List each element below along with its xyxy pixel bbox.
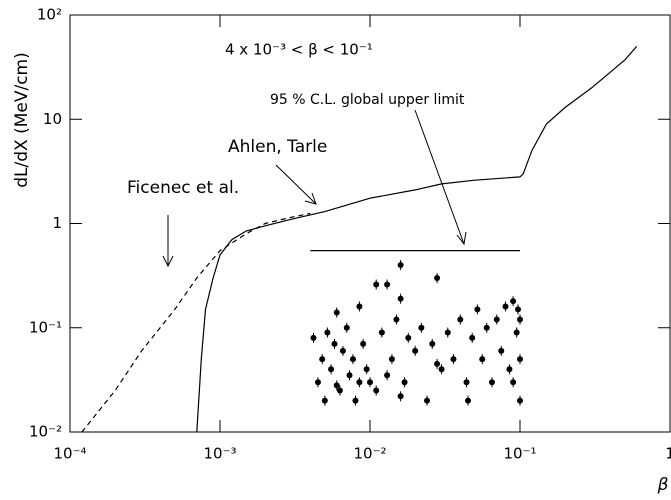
arrowhead: [456, 231, 467, 246]
data-point: [444, 329, 451, 336]
data-point: [412, 347, 419, 354]
data-point: [384, 372, 391, 379]
range-annotation: 4 x 10⁻³ < β < 10⁻¹: [225, 41, 373, 59]
data-point: [310, 334, 317, 341]
x-tick-label: 10⁻³: [203, 445, 236, 463]
data-point: [429, 340, 436, 347]
limit-annotation: 95 % C.L. global upper limit: [270, 92, 465, 108]
y-tick-label: 10⁻¹: [29, 318, 62, 336]
data-point: [498, 347, 505, 354]
data-point: [373, 281, 380, 288]
data-point: [367, 379, 373, 386]
arrowhead: [162, 255, 174, 268]
x-axis-label: β: [657, 475, 669, 495]
ahlen-annotation: Ahlen, Tarle: [228, 137, 327, 157]
data-point: [513, 329, 520, 336]
data-point: [373, 387, 380, 394]
data-point: [324, 329, 331, 336]
curve: [196, 46, 638, 433]
data-point: [424, 397, 431, 404]
data-point: [346, 372, 353, 379]
data-point: [397, 393, 404, 400]
arrow: [275, 164, 317, 205]
data-point: [479, 356, 486, 363]
x-tick-label: 1: [665, 445, 671, 463]
data-point: [339, 347, 346, 354]
data-point: [360, 340, 367, 347]
arrows: [162, 109, 467, 268]
data-point: [333, 309, 340, 316]
data-point: [349, 356, 356, 363]
data-point: [388, 356, 395, 363]
data-point: [401, 379, 408, 386]
data-point: [463, 379, 470, 386]
data-point: [321, 397, 328, 404]
data-point: [319, 356, 326, 363]
data-point: [457, 316, 464, 323]
data-point: [469, 334, 476, 341]
y-tick-label: 10⁻²: [29, 423, 62, 441]
data-point: [336, 387, 343, 394]
x-tick-label: 10⁻⁴: [53, 445, 86, 463]
data-point: [328, 366, 335, 373]
arrow: [414, 109, 465, 245]
data-point: [352, 397, 359, 404]
data-point: [434, 360, 441, 367]
data-point: [506, 366, 513, 373]
ficenec-annotation: Ficenec et al.: [127, 178, 239, 198]
data-point: [343, 324, 350, 331]
x-tick-label: 10⁻¹: [503, 445, 536, 463]
data-point: [515, 306, 522, 313]
data-point: [384, 281, 391, 288]
data-point: [488, 379, 495, 386]
data-point: [363, 366, 370, 373]
data-point: [405, 334, 412, 341]
data-point: [356, 303, 363, 310]
y-axis-label: dL/dX (MeV/cm): [12, 52, 32, 188]
curve: [81, 212, 311, 433]
data-point: [393, 316, 400, 323]
data-point: [397, 295, 404, 302]
data-point: [464, 397, 471, 404]
data-point: [314, 379, 321, 386]
y-tick-label: 10: [43, 110, 62, 128]
data-point: [502, 303, 509, 310]
data-point: [450, 356, 457, 363]
data-point: [333, 382, 340, 389]
data-point: [517, 397, 523, 404]
data-point: [356, 379, 363, 386]
data-point: [483, 324, 490, 331]
data-point: [331, 340, 338, 347]
data-point: [517, 356, 523, 363]
arrowhead: [304, 192, 317, 205]
data-point: [438, 366, 445, 373]
data-point: [434, 275, 441, 282]
data-point: [493, 316, 500, 323]
data-point: [474, 306, 481, 313]
y-tick-label: 1: [52, 214, 62, 232]
y-tick-label: 10²: [37, 6, 62, 24]
data-point: [517, 316, 523, 323]
x-tick-label: 10⁻²: [353, 445, 386, 463]
data-point: [418, 324, 425, 331]
plot-frame: [69, 14, 671, 433]
data-point: [510, 298, 517, 305]
data-point: [378, 329, 385, 336]
data-point: [510, 379, 517, 386]
data-point: [397, 261, 404, 268]
